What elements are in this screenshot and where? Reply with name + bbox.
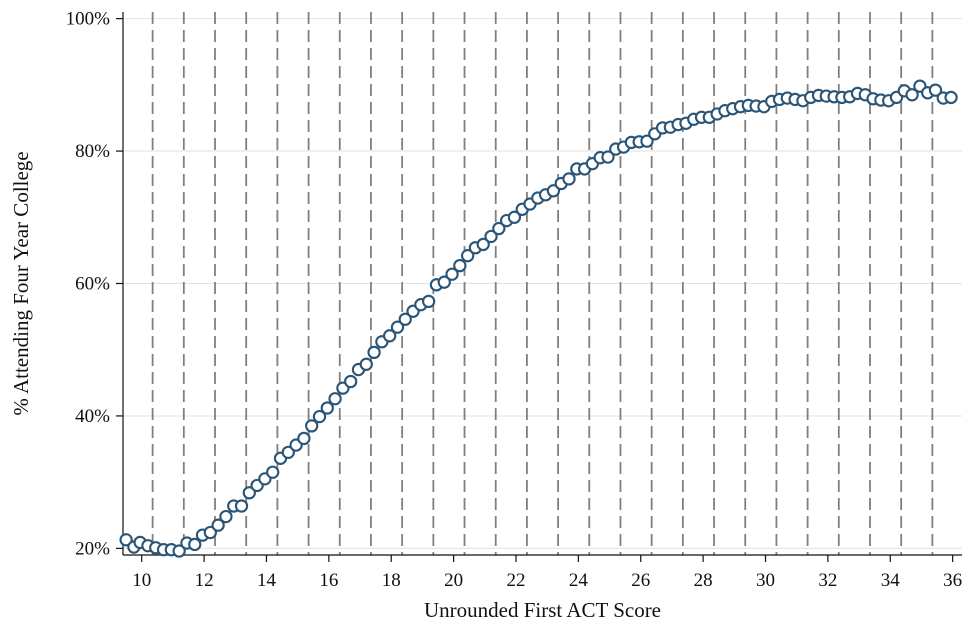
x-tick-label: 22 <box>506 570 525 591</box>
data-point <box>188 537 202 552</box>
y-tick-label: 80% <box>75 141 110 162</box>
x-tick-label: 34 <box>881 570 901 591</box>
x-tick-label: 32 <box>818 570 837 591</box>
x-tick-label: 36 <box>943 570 962 591</box>
data-point <box>203 525 217 540</box>
data-point <box>453 258 467 273</box>
data-point <box>281 445 295 460</box>
x-axis-ticks: 10 12 14 16 18 20 22 24 26 28 30 32 34 36 <box>132 555 962 591</box>
data-point <box>328 392 342 406</box>
data-point <box>546 184 561 198</box>
data-point <box>492 221 506 236</box>
data-point <box>944 90 958 105</box>
data-point <box>219 509 233 524</box>
data-point <box>562 172 576 186</box>
data-point <box>928 83 943 97</box>
x-tick-label: 20 <box>444 570 463 591</box>
data-point <box>367 345 381 360</box>
data-point <box>359 357 373 371</box>
data-point <box>437 275 451 289</box>
x-tick-label: 16 <box>319 570 338 591</box>
x-tick-label: 26 <box>631 570 650 591</box>
y-tick-label: 60% <box>75 274 110 295</box>
x-tick-label: 30 <box>756 570 775 591</box>
y-axis-ticks: 20% 40% 60% 80% 100% <box>66 9 123 559</box>
x-axis-title: Unrounded First ACT Score <box>424 598 661 622</box>
data-point <box>297 431 311 446</box>
x-tick-label: 10 <box>132 570 151 591</box>
data-point <box>234 499 249 513</box>
data-point <box>398 312 412 326</box>
data-point <box>242 486 256 500</box>
data-point <box>390 320 405 334</box>
data-point <box>312 409 327 424</box>
x-tick-label: 28 <box>694 570 713 591</box>
data-point <box>422 294 436 309</box>
data-points <box>119 79 958 558</box>
x-tick-label: 24 <box>569 570 589 591</box>
y-tick-label: 40% <box>75 406 110 427</box>
data-point <box>211 518 225 532</box>
x-tick-label: 14 <box>257 570 277 591</box>
data-point <box>601 150 615 164</box>
y-tick-label: 100% <box>66 9 111 30</box>
data-point <box>172 544 186 558</box>
data-point <box>320 401 334 415</box>
y-tick-label: 20% <box>75 538 110 559</box>
data-point <box>445 267 459 281</box>
data-point <box>305 419 319 433</box>
data-point <box>484 229 498 244</box>
x-tick-label: 12 <box>195 570 214 591</box>
data-point <box>460 249 475 263</box>
data-point <box>507 210 522 224</box>
data-point <box>640 134 654 148</box>
data-point <box>266 465 280 479</box>
y-axis-title: % Attending Four Year College <box>9 151 33 415</box>
reference-lines <box>151 12 934 555</box>
data-point <box>905 88 919 102</box>
x-tick-label: 18 <box>382 570 401 591</box>
gridlines <box>123 18 962 549</box>
data-point <box>476 237 490 252</box>
data-point <box>344 374 358 389</box>
data-point <box>383 329 397 343</box>
data-point <box>119 533 133 547</box>
